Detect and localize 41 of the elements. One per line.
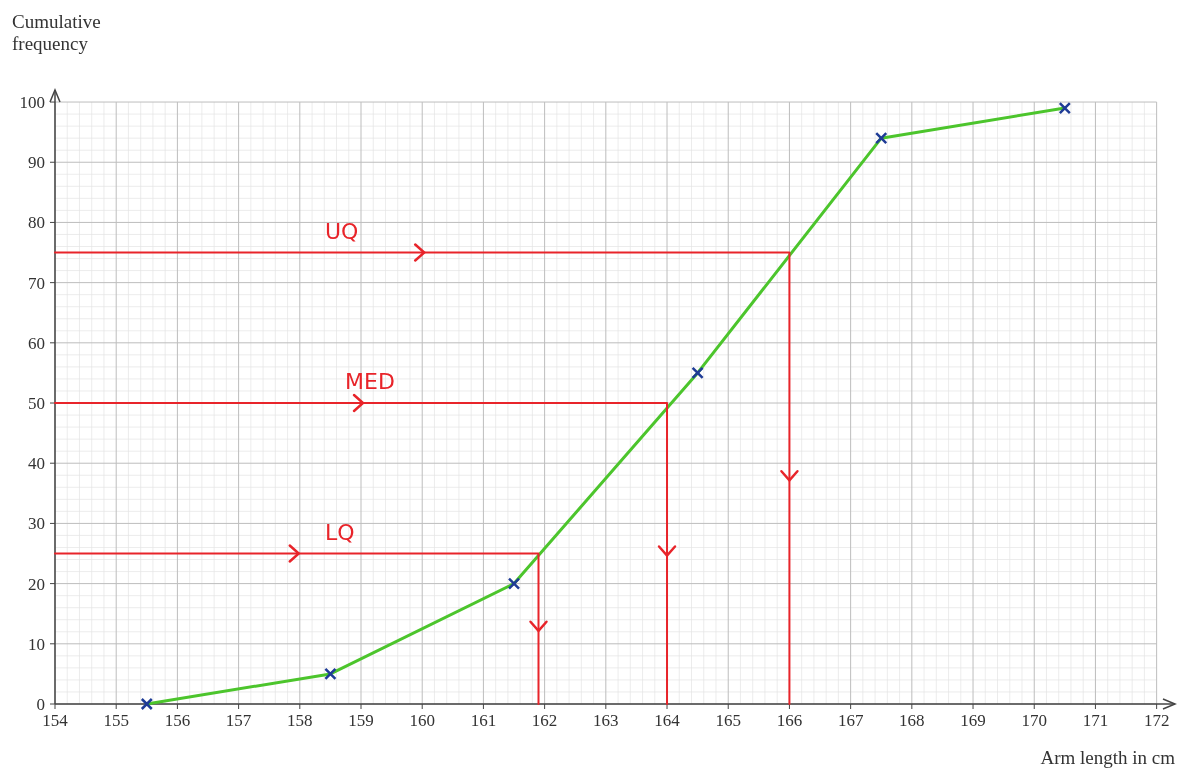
x-tick-label: 171	[1082, 711, 1109, 730]
x-tick-label: 167	[837, 711, 864, 730]
x-tick-label: 156	[164, 711, 191, 730]
annotation: MED	[345, 369, 395, 395]
y-tick-label: 50	[28, 394, 45, 414]
x-tick-label: 158	[287, 711, 313, 730]
x-tick-label: 161	[470, 711, 497, 730]
y-axis-title: Cumulative frequency	[12, 11, 101, 54]
y-tick-label: 80	[28, 213, 45, 233]
point	[691, 366, 704, 380]
annotation: LQ	[325, 519, 355, 545]
x-tick-label: 162	[531, 711, 558, 730]
x-tick-label: 154	[42, 711, 69, 730]
point	[140, 697, 154, 711]
point	[1058, 101, 1072, 115]
y-tick-label: 70	[28, 273, 45, 293]
x-tick-label: 168	[899, 711, 925, 730]
y-tick-label: 10	[28, 634, 45, 654]
x-tick-label: 160	[409, 711, 435, 730]
x-tick-label: 169	[960, 711, 986, 730]
x-tick-label: 166	[776, 711, 803, 730]
x-axis-title: Arm length in cm	[1040, 747, 1176, 768]
y-tick-label: 30	[28, 514, 45, 534]
x-tick-label: 165	[715, 711, 741, 730]
x-tick-label: 172	[1143, 711, 1170, 730]
x-tick-label: 155	[103, 711, 129, 730]
point	[507, 577, 521, 590]
x-tick-label: 164	[654, 711, 681, 730]
y-tick-label: 90	[28, 153, 45, 173]
x-tick-label: 170	[1021, 711, 1047, 730]
x-tick-label: 163	[593, 711, 619, 730]
point	[874, 131, 888, 145]
y-tick-label: 0	[36, 695, 45, 714]
y-tick-label: 20	[28, 574, 45, 594]
x-tick-label: 157	[225, 711, 252, 730]
point	[324, 667, 337, 681]
y-tick-label: 60	[28, 333, 45, 353]
annotation: UQ	[325, 218, 359, 244]
y-tick-label: 40	[28, 454, 45, 474]
x-tick-label: 159	[348, 711, 374, 730]
y-tick-label: 100	[19, 93, 45, 113]
